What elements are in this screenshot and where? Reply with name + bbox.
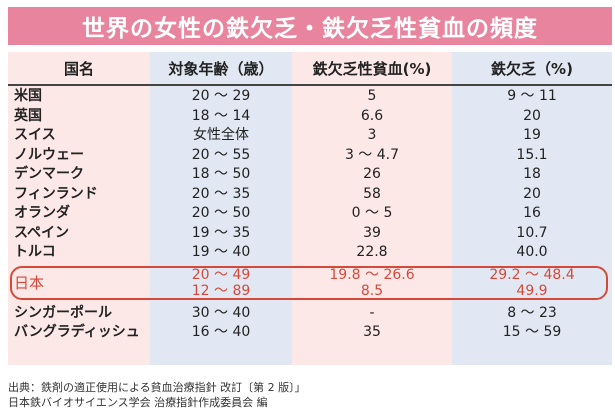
- age-cell: 20 〜 50: [191, 205, 251, 221]
- table-header: 国名 対象年齢（歳） 鉄欠乏性貧血(%) 鉄欠乏（%): [8, 52, 612, 84]
- country-cell: シンガーポール: [14, 304, 112, 321]
- anemia-cell: 3 〜 4.7: [344, 146, 400, 163]
- deficiency-cell: 15 〜 59: [502, 324, 562, 340]
- anemia-cell: 5: [367, 88, 377, 104]
- table-row: フィンランド 20 〜 35 58 20: [8, 185, 612, 205]
- table-row: ノルウェー 20 〜 55 3 〜 4.7 15.1: [8, 146, 612, 166]
- anemia-cell: 58: [363, 185, 381, 202]
- source-line-1: 出典：鉄剤の適正使用による貧血治療指針 改訂〔第 2 版〕」: [8, 381, 306, 394]
- header-country: 国名: [63, 59, 94, 78]
- anemia-cell: 19.8 〜 26.6 8.5: [292, 266, 452, 300]
- age-cell: 16 〜 40: [191, 324, 251, 340]
- source-line-2: 日本鉄バイオサイエンス学会 治療指針作成委員会 編: [8, 396, 268, 409]
- deficiency-cell: 8 〜 23: [507, 304, 557, 321]
- anemia-cell: 39: [363, 224, 381, 241]
- anemia-cell: 22.8: [356, 244, 388, 260]
- country-cell: スイス: [14, 127, 56, 143]
- deficiency-cell: 16: [523, 205, 541, 221]
- table-row: バングラディッシュ 16 〜 40 35 15 〜 59: [8, 323, 612, 343]
- column-bg-anemia: [292, 52, 452, 365]
- header-age: 対象年齢（歳）: [168, 59, 274, 78]
- table-row: トルコ 19 〜 40 22.8 40.0: [8, 243, 612, 263]
- age-cell: 20 〜 35: [191, 185, 251, 202]
- deficiency-cell: 40.0: [516, 244, 548, 260]
- age-cell: 19 〜 40: [191, 244, 251, 260]
- anemia-value: 8.5: [360, 282, 384, 299]
- table-row: シンガーポール 30 〜 40 - 8 〜 23: [8, 304, 612, 324]
- age-cell: 20 〜 49 12 〜 89: [150, 266, 292, 300]
- anemia-value: 19.8 〜 26.6: [329, 266, 415, 283]
- anemia-cell: 3: [367, 127, 377, 143]
- deficiency-cell: 29.2 〜 48.4 49.9: [452, 266, 612, 300]
- deficiency-cell: 15.1: [516, 146, 548, 163]
- age-value: 20 〜 49: [191, 266, 251, 283]
- age-cell: 女性全体: [193, 127, 249, 143]
- anemia-cell: 6.6: [360, 107, 384, 124]
- deficiency-value: 29.2 〜 48.4: [489, 266, 575, 283]
- anemia-cell: 35: [363, 324, 381, 340]
- country-cell: 英国: [14, 107, 42, 124]
- country-cell: 米国: [14, 88, 42, 104]
- age-cell: 30 〜 40: [191, 304, 251, 321]
- age-value: 12 〜 89: [191, 282, 251, 299]
- source-footer: 出典：鉄剤の適正使用による貧血治療指針 改訂〔第 2 版〕」 日本鉄バイオサイエ…: [8, 380, 306, 410]
- deficiency-cell: 18: [523, 166, 541, 182]
- country-cell: オランダ: [14, 205, 70, 221]
- deficiency-value: 49.9: [516, 282, 548, 299]
- country-cell: スペイン: [14, 224, 70, 241]
- table-row: デンマーク 18 〜 50 26 18: [8, 165, 612, 185]
- highlight-box: [10, 265, 608, 300]
- age-cell: 18 〜 14: [191, 107, 251, 124]
- column-bg-age: [150, 52, 292, 365]
- iron-deficiency-table: 国名 対象年齢（歳） 鉄欠乏性貧血(%) 鉄欠乏（%) 米国 20 〜 29 5…: [8, 52, 612, 365]
- table-row: 英国 18 〜 14 6.6 20: [8, 107, 612, 127]
- deficiency-cell: 19: [523, 127, 541, 143]
- anemia-cell: -: [369, 304, 375, 321]
- header-divider: [8, 84, 612, 86]
- header-deficiency: 鉄欠乏（%): [491, 59, 573, 78]
- age-cell: 20 〜 55: [191, 146, 251, 163]
- age-cell: 20 〜 29: [191, 88, 251, 104]
- table-body: 米国 20 〜 29 5 9 〜 11 英国 18 〜 14 6.6 20 スイ…: [8, 87, 612, 343]
- title-banner: 世界の女性の鉄欠乏・鉄欠乏性貧血の頻度: [8, 7, 612, 45]
- anemia-cell: 26: [363, 166, 381, 182]
- deficiency-cell: 9 〜 11: [507, 88, 557, 104]
- column-bg-deficiency: [452, 52, 612, 365]
- country-cell: トルコ: [14, 244, 56, 260]
- age-cell: 18 〜 50: [191, 166, 251, 182]
- deficiency-cell: 20: [523, 107, 541, 124]
- table-row-japan-highlight: 日本 20 〜 49 12 〜 89 19.8 〜 26.6 8.5 29.2 …: [8, 265, 612, 302]
- country-cell: フィンランド: [14, 185, 98, 202]
- age-cell: 19 〜 35: [191, 224, 251, 241]
- table-row: 米国 20 〜 29 5 9 〜 11: [8, 87, 612, 107]
- country-cell: ノルウェー: [14, 146, 84, 163]
- country-cell: デンマーク: [14, 166, 84, 182]
- table-row: スペイン 19 〜 35 39 10.7: [8, 224, 612, 244]
- country-cell: バングラディッシュ: [14, 324, 140, 340]
- column-bg-country: [8, 52, 150, 365]
- anemia-cell: 0 〜 5: [351, 205, 393, 221]
- deficiency-cell: 10.7: [516, 224, 548, 241]
- table-row: オランダ 20 〜 50 0 〜 5 16: [8, 204, 612, 224]
- table-row: スイス 女性全体 3 19: [8, 126, 612, 146]
- header-anemia: 鉄欠乏性貧血(%): [312, 59, 432, 78]
- page-title: 世界の女性の鉄欠乏・鉄欠乏性貧血の頻度: [82, 16, 538, 42]
- deficiency-cell: 20: [523, 185, 541, 202]
